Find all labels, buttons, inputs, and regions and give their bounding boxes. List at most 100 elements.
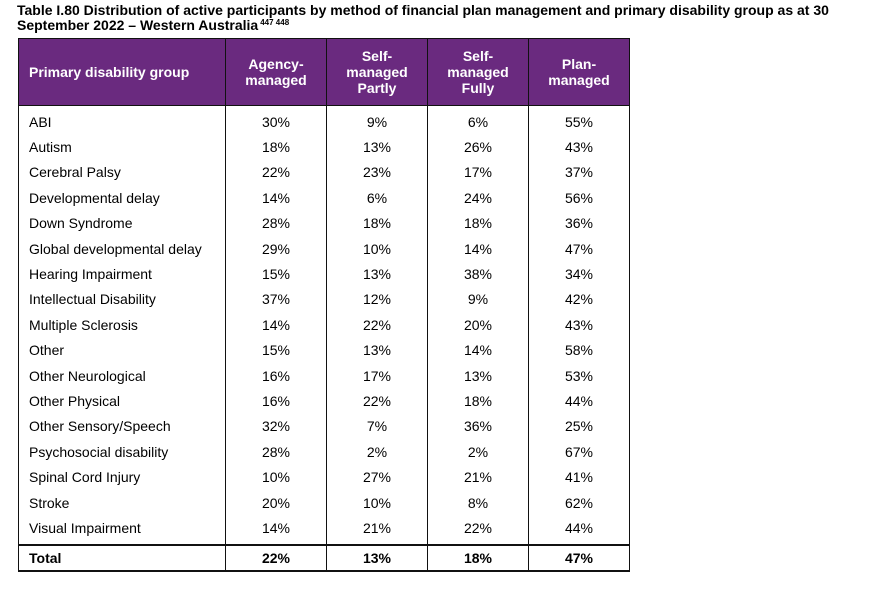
cell-self-managed-fully: 8% bbox=[427, 489, 529, 516]
cell-self-managed-partly: 10% bbox=[326, 235, 428, 262]
table-row: Hearing Impairment 15% 13% 38% 34% bbox=[18, 261, 630, 287]
cell-agency-managed: 15% bbox=[225, 337, 327, 363]
cell-agency-managed: 14% bbox=[225, 312, 327, 338]
cell-self-managed-fully: 9% bbox=[427, 286, 529, 313]
cell-plan-managed: 62% bbox=[528, 489, 630, 516]
cell-agency-managed: 16% bbox=[225, 388, 327, 414]
cell-agency-managed: 22% bbox=[225, 159, 327, 186]
disability-plan-management-table: Primary disability group Agency-managed … bbox=[18, 38, 630, 572]
cell-self-managed-partly: 13% bbox=[326, 134, 428, 160]
cell-self-managed-partly: 13% bbox=[326, 337, 428, 363]
cell-self-managed-fully: 14% bbox=[427, 235, 529, 262]
cell-group-name: Other Neurological bbox=[18, 362, 226, 389]
total-row: Total 22% 13% 18% 47% bbox=[18, 543, 630, 572]
cell-self-managed-partly: 22% bbox=[326, 388, 428, 414]
cell-agency-managed: 28% bbox=[225, 210, 327, 236]
cell-group-name: Autism bbox=[18, 134, 226, 160]
cell-plan-managed: 67% bbox=[528, 439, 630, 465]
cell-self-managed-partly: 7% bbox=[326, 413, 428, 440]
table-body: ABI 30% 9% 6% 55% Autism 18% 13% 26% 43% Cerebral … bbox=[18, 105, 630, 545]
table-row: Other Sensory/Speech 32% 7% 36% 25% bbox=[18, 413, 630, 440]
total-label: Total bbox=[18, 543, 226, 572]
cell-self-managed-fully: 6% bbox=[427, 105, 529, 135]
cell-self-managed-fully: 24% bbox=[427, 185, 529, 211]
cell-group-name: Hearing Impairment bbox=[18, 261, 226, 287]
cell-group-name: ABI bbox=[18, 105, 226, 135]
cell-plan-managed: 43% bbox=[528, 134, 630, 160]
header-self-managed-fully: Self-managed Fully bbox=[427, 38, 529, 106]
cell-self-managed-partly: 2% bbox=[326, 439, 428, 465]
cell-self-managed-partly: 10% bbox=[326, 489, 428, 516]
cell-agency-managed: 16% bbox=[225, 362, 327, 389]
cell-self-managed-fully: 18% bbox=[427, 388, 529, 414]
cell-self-managed-fully: 36% bbox=[427, 413, 529, 440]
cell-agency-managed: 14% bbox=[225, 185, 327, 211]
cell-self-managed-fully: 38% bbox=[427, 261, 529, 287]
total-self-managed-partly: 13% bbox=[326, 543, 428, 572]
cell-self-managed-fully: 2% bbox=[427, 439, 529, 465]
table-row: Developmental delay 14% 6% 24% 56% bbox=[18, 185, 630, 211]
cell-group-name: Visual Impairment bbox=[18, 515, 226, 545]
cell-agency-managed: 32% bbox=[225, 413, 327, 440]
cell-self-managed-fully: 13% bbox=[427, 362, 529, 389]
cell-group-name: Multiple Sclerosis bbox=[18, 312, 226, 338]
table-row: Multiple Sclerosis 14% 22% 20% 43% bbox=[18, 312, 630, 338]
table-row: Other Neurological 16% 17% 13% 53% bbox=[18, 362, 630, 389]
cell-group-name: Other Physical bbox=[18, 388, 226, 414]
cell-self-managed-fully: 21% bbox=[427, 464, 529, 490]
cell-group-name: Developmental delay bbox=[18, 185, 226, 211]
cell-group-name: Spinal Cord Injury bbox=[18, 464, 226, 490]
cell-agency-managed: 14% bbox=[225, 515, 327, 545]
cell-plan-managed: 36% bbox=[528, 210, 630, 236]
table-row: Cerebral Palsy 22% 23% 17% 37% bbox=[18, 159, 630, 186]
table-row: Stroke 20% 10% 8% 62% bbox=[18, 489, 630, 516]
cell-agency-managed: 20% bbox=[225, 489, 327, 516]
table-row: Visual Impairment 14% 21% 22% 44% bbox=[18, 515, 630, 545]
cell-agency-managed: 15% bbox=[225, 261, 327, 287]
total-agency-managed: 22% bbox=[225, 543, 327, 572]
cell-self-managed-partly: 18% bbox=[326, 210, 428, 236]
cell-self-managed-partly: 21% bbox=[326, 515, 428, 545]
table-row: Global developmental delay 29% 10% 14% 47% bbox=[18, 235, 630, 262]
cell-plan-managed: 55% bbox=[528, 105, 630, 135]
cell-self-managed-fully: 14% bbox=[427, 337, 529, 363]
cell-self-managed-partly: 23% bbox=[326, 159, 428, 186]
cell-group-name: Cerebral Palsy bbox=[18, 159, 226, 186]
cell-agency-managed: 37% bbox=[225, 286, 327, 313]
header-self-managed-partly: Self-managed Partly bbox=[326, 38, 428, 106]
header-primary-disability-group: Primary disability group bbox=[18, 38, 226, 106]
total-plan-managed: 47% bbox=[528, 543, 630, 572]
cell-self-managed-partly: 17% bbox=[326, 362, 428, 389]
cell-agency-managed: 28% bbox=[225, 439, 327, 465]
table-row: Other 15% 13% 14% 58% bbox=[18, 337, 630, 363]
table-row: ABI 30% 9% 6% 55% bbox=[18, 105, 630, 135]
cell-self-managed-fully: 20% bbox=[427, 312, 529, 338]
cell-plan-managed: 56% bbox=[528, 185, 630, 211]
cell-self-managed-partly: 12% bbox=[326, 286, 428, 313]
cell-plan-managed: 44% bbox=[528, 388, 630, 414]
cell-group-name: Global developmental delay bbox=[18, 235, 226, 262]
cell-plan-managed: 25% bbox=[528, 413, 630, 440]
cell-plan-managed: 42% bbox=[528, 286, 630, 313]
table-row: Intellectual Disability 37% 12% 9% 42% bbox=[18, 286, 630, 313]
cell-self-managed-partly: 9% bbox=[326, 105, 428, 135]
table-caption: Table I.80 Distribution of active partic… bbox=[17, 3, 877, 33]
cell-plan-managed: 58% bbox=[528, 337, 630, 363]
header-row: Primary disability group Agency-managed … bbox=[18, 38, 630, 106]
cell-self-managed-partly: 6% bbox=[326, 185, 428, 211]
cell-group-name: Intellectual Disability bbox=[18, 286, 226, 313]
cell-self-managed-partly: 22% bbox=[326, 312, 428, 338]
table-row: Other Physical 16% 22% 18% 44% bbox=[18, 388, 630, 414]
table-row: Autism 18% 13% 26% 43% bbox=[18, 134, 630, 160]
cell-agency-managed: 30% bbox=[225, 105, 327, 135]
cell-self-managed-fully: 26% bbox=[427, 134, 529, 160]
cell-self-managed-fully: 17% bbox=[427, 159, 529, 186]
table-row: Down Syndrome 28% 18% 18% 36% bbox=[18, 210, 630, 236]
caption-footnotes: 447 448 bbox=[260, 18, 290, 27]
cell-self-managed-partly: 13% bbox=[326, 261, 428, 287]
cell-plan-managed: 43% bbox=[528, 312, 630, 338]
cell-plan-managed: 41% bbox=[528, 464, 630, 490]
cell-plan-managed: 34% bbox=[528, 261, 630, 287]
total-self-managed-fully: 18% bbox=[427, 543, 529, 572]
cell-self-managed-partly: 27% bbox=[326, 464, 428, 490]
